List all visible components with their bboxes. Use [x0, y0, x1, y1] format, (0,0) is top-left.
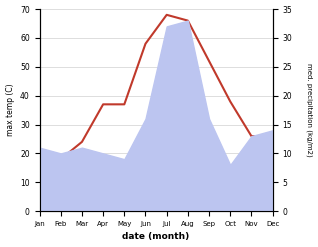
X-axis label: date (month): date (month) — [122, 232, 190, 242]
Y-axis label: med. precipitation (kg/m2): med. precipitation (kg/m2) — [306, 63, 313, 157]
Y-axis label: max temp (C): max temp (C) — [5, 84, 15, 136]
